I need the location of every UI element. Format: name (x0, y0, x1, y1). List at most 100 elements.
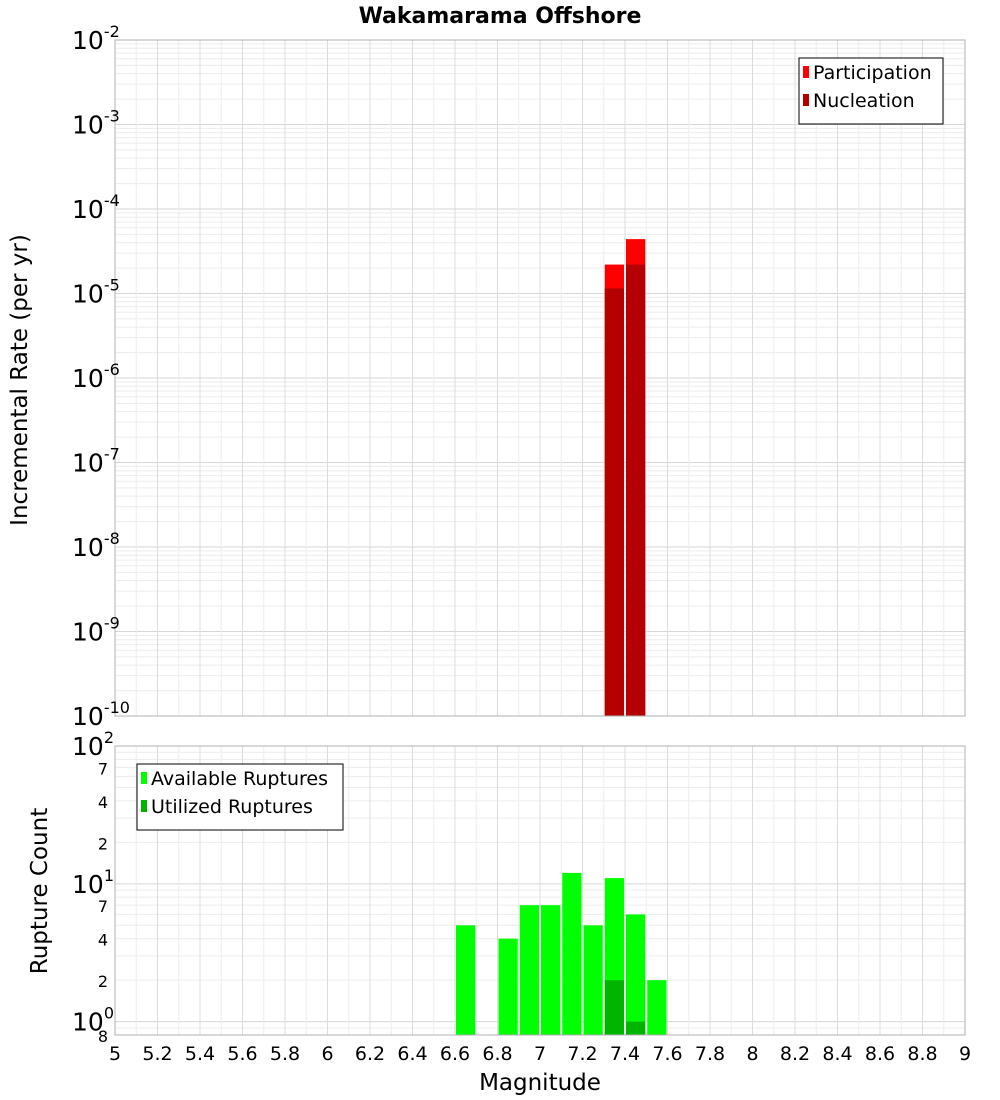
tick-exponent: 0 (104, 1004, 114, 1023)
top-y-axis-label: Incremental Rate (per yr) (7, 234, 33, 526)
x-tick-label: 7 (534, 1043, 546, 1065)
tick-exponent: -3 (104, 107, 120, 126)
top-legend-swatch (803, 94, 809, 106)
tick-base: 10 (72, 449, 104, 478)
top-plot: 10-1010-910-810-710-610-510-410-310-2Par… (72, 22, 966, 731)
x-tick-label: 5.6 (227, 1043, 257, 1065)
tick-exponent: -4 (104, 191, 120, 210)
top-y-tick-label: 10-4 (72, 191, 120, 224)
chart-title: Wakamarama Offshore (359, 4, 642, 29)
x-tick-label: 7.8 (695, 1043, 725, 1065)
bottom-bar (626, 1021, 646, 1035)
bottom-bar (647, 980, 667, 1035)
top-y-tick-label: 10-10 (72, 698, 130, 731)
tick-exponent: -2 (104, 22, 120, 41)
bottom-bar (562, 872, 582, 1035)
tick-base: 10 (72, 533, 104, 562)
bottom-y-axis-label: Rupture Count (27, 808, 53, 974)
x-tick-label: 6.8 (482, 1043, 512, 1065)
tick-exponent: -5 (104, 276, 120, 295)
x-tick-label: 5 (109, 1043, 121, 1065)
x-tick-label: 5.8 (270, 1043, 300, 1065)
bottom-y-tick-label: 4 (98, 931, 108, 950)
top-y-tick-label: 10-9 (72, 614, 120, 647)
bottom-bar (519, 905, 539, 1035)
bottom-legend-label: Available Ruptures (151, 768, 328, 790)
top-legend-label: Nucleation (813, 90, 915, 112)
tick-exponent: -10 (104, 698, 130, 717)
tick-exponent: -9 (104, 614, 120, 633)
tick-base: 10 (72, 195, 104, 224)
bottom-series-1 (604, 980, 646, 1035)
top-y-tick-label: 10-2 (72, 22, 120, 55)
x-tick-label: 8 (746, 1043, 758, 1065)
top-y-tick-label: 10-8 (72, 529, 120, 562)
tick-exponent: -6 (104, 360, 120, 379)
x-tick-label: 6 (321, 1043, 333, 1065)
tick-exponent: 1 (104, 866, 114, 885)
x-tick-label: 8.2 (780, 1043, 810, 1065)
top-legend-swatch (803, 66, 809, 78)
bottom-y-tick-label: 2 (98, 834, 108, 853)
top-plot-frame (114, 39, 966, 717)
bottom-y-tick-label: 4 (98, 793, 108, 812)
top-bar (626, 264, 646, 716)
bottom-y-tick-label: 100 (72, 1004, 114, 1037)
x-tick-label: 5.2 (142, 1043, 172, 1065)
x-tick-label: 7.4 (610, 1043, 640, 1065)
x-ticks: 5 5.2 5.4 5.6 5.8 6 6.2 6.4 6.6 6.8 7 7.2 7.4 7.6 7.8 8… (109, 1043, 971, 1065)
bottom-y-tick-label: 101 (72, 866, 114, 899)
tick-base: 10 (72, 280, 104, 309)
bottom-y-tick-label: 2 (98, 972, 108, 991)
x-tick-label: 7.6 (652, 1043, 682, 1065)
tick-exponent: -7 (104, 445, 120, 464)
tick-base: 10 (72, 26, 104, 55)
x-tick-label: 7.2 (567, 1043, 597, 1065)
tick-base: 10 (72, 618, 104, 647)
top-v-grid (114, 40, 966, 716)
bottom-legend: Available Ruptures Utilized Ruptures (136, 763, 344, 831)
bottom-bar (626, 914, 646, 1035)
top-legend: Participation Nucleation (798, 57, 944, 125)
x-tick-label: 5.4 (185, 1043, 215, 1065)
x-tick-label: 8.4 (822, 1043, 852, 1065)
bottom-bar (541, 905, 561, 1035)
tick-exponent: 2 (104, 728, 114, 747)
bottom-bar (583, 925, 603, 1035)
x-tick-label: 6.4 (397, 1043, 427, 1065)
top-legend-box (798, 57, 944, 125)
bottom-bar (498, 938, 518, 1035)
bottom-legend-box (136, 763, 344, 831)
tick-base: 10 (72, 870, 104, 899)
x-tick-label: 9 (959, 1043, 971, 1065)
tick-base: 10 (72, 1008, 104, 1037)
bottom-y-tick-label: 7 (98, 897, 108, 916)
bottom-bar (456, 925, 476, 1035)
x-tick-label: 8.8 (907, 1043, 937, 1065)
x-tick-label: 8.6 (865, 1043, 895, 1065)
tick-base: 10 (72, 364, 104, 393)
tick-base: 10 (72, 111, 104, 140)
bottom-legend-label: Utilized Ruptures (151, 796, 313, 818)
top-bar (604, 288, 624, 716)
bottom-y-tick-label: 102 (72, 728, 114, 761)
bottom-legend-swatch (141, 800, 147, 812)
tick-base: 10 (72, 732, 104, 761)
bottom-y-tick-label: 8 (98, 1027, 108, 1046)
top-y-tick-label: 10-5 (72, 276, 120, 309)
bottom-plot-frame (114, 745, 966, 1036)
tick-exponent: -8 (104, 529, 120, 548)
tick-base: 10 (72, 702, 104, 731)
bottom-bar (604, 980, 624, 1035)
top-y-tick-label: 10-3 (72, 107, 120, 140)
top-series-1 (604, 264, 646, 716)
top-legend-label: Participation (813, 62, 932, 84)
bottom-y-tick-label: 7 (98, 759, 108, 778)
x-tick-label: 6.2 (355, 1043, 385, 1065)
x-tick-label: 6.6 (440, 1043, 470, 1065)
bottom-legend-swatch (141, 772, 147, 784)
